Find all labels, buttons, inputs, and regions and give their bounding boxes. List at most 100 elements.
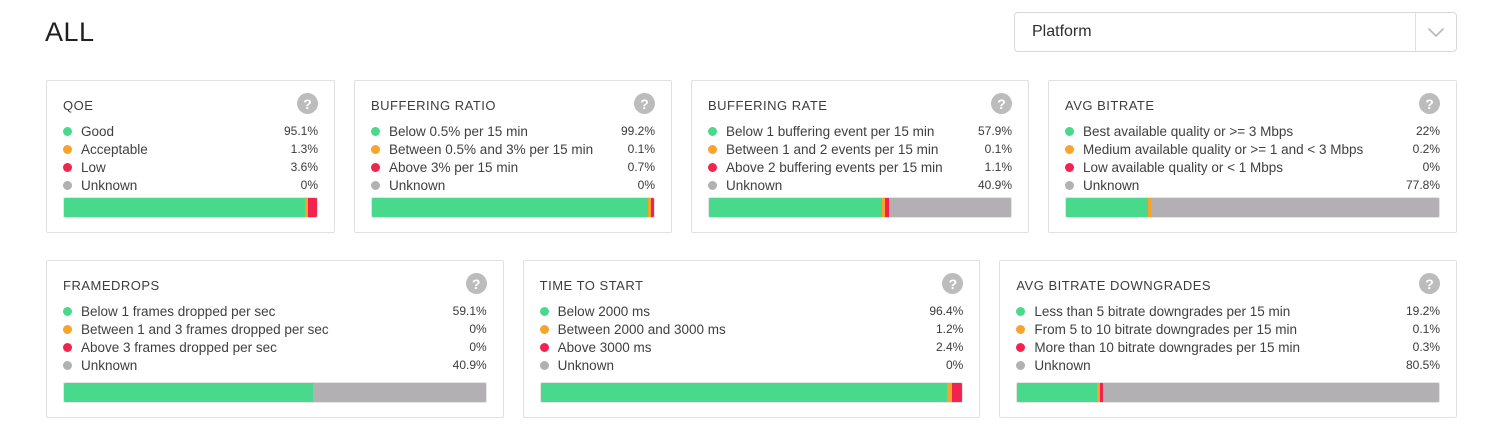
bar-segment-green bbox=[709, 198, 883, 217]
legend-dot-icon bbox=[371, 144, 380, 154]
metric-card: BUFFERING RATE ? Below 1 buffering event… bbox=[691, 80, 1029, 233]
legend-value: 22% bbox=[1415, 124, 1440, 138]
legend-label: Between 1 and 3 frames dropped per sec bbox=[81, 321, 329, 337]
legend-label: Between 1 and 2 events per 15 min bbox=[726, 141, 939, 157]
metric-card: AVG BITRATE ? Best available quality or … bbox=[1048, 80, 1457, 233]
legend-value: 0.7% bbox=[627, 160, 655, 174]
legend-value: 80.5% bbox=[1405, 358, 1441, 372]
metrics-row-2: FRAMEDROPS ? Below 1 frames dropped per … bbox=[46, 260, 1458, 418]
card-title: BUFFERING RATE bbox=[708, 98, 828, 113]
stacked-bar bbox=[1016, 382, 1441, 403]
help-icon[interactable]: ? bbox=[942, 273, 964, 294]
legend-value: 1.2% bbox=[935, 322, 964, 336]
legend-item: Between 0.5% and 3% per 15 min 0.1% bbox=[371, 140, 655, 158]
legend-label: Medium available quality or >= 1 and < 3… bbox=[1083, 141, 1364, 157]
legend-item: Less than 5 bitrate downgrades per 15 mi… bbox=[1016, 302, 1440, 320]
help-icon[interactable]: ? bbox=[1419, 273, 1441, 294]
legend-item: Unknown 0% bbox=[63, 176, 318, 194]
legend-item: Good 95.1% bbox=[63, 122, 318, 140]
legend-dot-icon bbox=[63, 342, 72, 352]
card-header: AVG BITRATE ? bbox=[1065, 93, 1440, 114]
legend-value: 0% bbox=[946, 358, 964, 372]
legend-dot-icon bbox=[1065, 126, 1074, 136]
legend-dot-icon bbox=[539, 360, 549, 370]
card-title: FRAMEDROPS bbox=[63, 278, 160, 293]
platform-filter-dropdown[interactable]: Platform bbox=[1014, 12, 1457, 52]
legend-value: 96.4% bbox=[929, 304, 964, 318]
metric-card: TIME TO START ? Below 2000 ms 96.4% Betw… bbox=[522, 260, 981, 418]
legend-dot-icon bbox=[63, 324, 72, 334]
legend-value: 40.9% bbox=[452, 358, 487, 372]
legend-dot-icon bbox=[63, 144, 72, 154]
legend-value: 1.1% bbox=[984, 160, 1012, 174]
legend-dot-icon bbox=[708, 126, 717, 136]
bar-segment-red bbox=[307, 198, 317, 217]
legend-item: Above 3 frames dropped per sec 0% bbox=[63, 338, 487, 356]
legend-item: Unknown 80.5% bbox=[1016, 356, 1440, 374]
legend-dot-icon bbox=[708, 180, 717, 190]
legend-label: Above 2 buffering events per 15 min bbox=[726, 159, 943, 175]
legend-value: 3.6% bbox=[290, 160, 318, 174]
legend-dot-icon bbox=[63, 180, 72, 190]
card-title: AVG BITRATE bbox=[1065, 98, 1155, 113]
bar-segment-orange bbox=[1097, 383, 1101, 402]
metric-card: AVG BITRATE DOWNGRADES ? Less than 5 bit… bbox=[999, 260, 1458, 418]
bar-segment-green bbox=[372, 198, 648, 217]
legend-label: From 5 to 10 bitrate downgrades per 15 m… bbox=[1034, 321, 1297, 337]
help-icon[interactable]: ? bbox=[634, 93, 655, 114]
legend-label: Below 0.5% per 15 min bbox=[389, 123, 528, 139]
header: ALL Platform bbox=[0, 0, 1498, 52]
legend-item: Acceptable 1.3% bbox=[63, 140, 318, 158]
legend-item: Between 1 and 2 events per 15 min 0.1% bbox=[708, 140, 1012, 158]
card-title: AVG BITRATE DOWNGRADES bbox=[1016, 278, 1212, 293]
bar-segment-orange bbox=[304, 198, 308, 217]
legend-label: Unknown bbox=[1083, 177, 1140, 193]
legend-item: Below 0.5% per 15 min 99.2% bbox=[371, 122, 655, 140]
stacked-bar bbox=[708, 197, 1012, 218]
help-icon[interactable]: ? bbox=[991, 93, 1012, 114]
legend: Less than 5 bitrate downgrades per 15 mi… bbox=[1016, 302, 1440, 374]
legend-dot-icon bbox=[708, 144, 717, 154]
metrics-row-1: QOE ? Good 95.1% Acceptable 1.3% Low 3.6… bbox=[46, 80, 1457, 233]
legend-value: 1.3% bbox=[290, 142, 318, 156]
bar-segment-green bbox=[64, 383, 314, 402]
legend-dot-icon bbox=[63, 360, 72, 370]
page-title: ALL bbox=[45, 16, 95, 47]
legend-label: Unknown bbox=[81, 177, 138, 193]
help-icon[interactable]: ? bbox=[297, 93, 318, 114]
legend: Best available quality or >= 3 Mbps 22% … bbox=[1065, 122, 1440, 194]
legend-value: 77.8% bbox=[1405, 178, 1440, 192]
legend-dot-icon bbox=[539, 324, 549, 334]
legend-item: Between 2000 and 3000 ms 1.2% bbox=[539, 320, 964, 338]
help-icon[interactable]: ? bbox=[465, 273, 487, 294]
bar-segment-red bbox=[952, 383, 963, 402]
help-icon[interactable]: ? bbox=[1419, 93, 1440, 114]
legend-label: Unknown bbox=[81, 357, 138, 373]
bar-segment-red bbox=[651, 198, 654, 217]
legend-value: 0.1% bbox=[627, 142, 655, 156]
legend-value: 0% bbox=[469, 340, 487, 354]
legend-item: Unknown 0% bbox=[539, 356, 964, 374]
legend-item: Unknown 40.9% bbox=[708, 176, 1012, 194]
legend: Below 1 frames dropped per sec 59.1% Bet… bbox=[63, 302, 487, 374]
bar-segment-green bbox=[1017, 383, 1098, 402]
legend-dot-icon bbox=[1016, 306, 1026, 316]
card-title: TIME TO START bbox=[539, 278, 644, 293]
bar-segment-red bbox=[885, 198, 889, 217]
legend-dot-icon bbox=[371, 126, 380, 136]
legend-label: Between 2000 and 3000 ms bbox=[557, 321, 726, 337]
legend-dot-icon bbox=[371, 180, 380, 190]
dropdown-divider bbox=[1415, 13, 1416, 51]
card-header: FRAMEDROPS ? bbox=[63, 273, 487, 294]
bar-segment-gray bbox=[313, 383, 486, 402]
bar-segment-red bbox=[1100, 383, 1104, 402]
bar-segment-orange bbox=[947, 383, 953, 402]
bar-segment-gray bbox=[888, 198, 1011, 217]
card-title: QOE bbox=[63, 98, 94, 113]
legend-value: 0.2% bbox=[1412, 142, 1440, 156]
legend-item: More than 10 bitrate downgrades per 15 m… bbox=[1016, 338, 1440, 356]
chevron-down-icon[interactable] bbox=[1416, 27, 1456, 37]
legend-value: 57.9% bbox=[977, 124, 1012, 138]
legend-value: 2.4% bbox=[935, 340, 964, 354]
